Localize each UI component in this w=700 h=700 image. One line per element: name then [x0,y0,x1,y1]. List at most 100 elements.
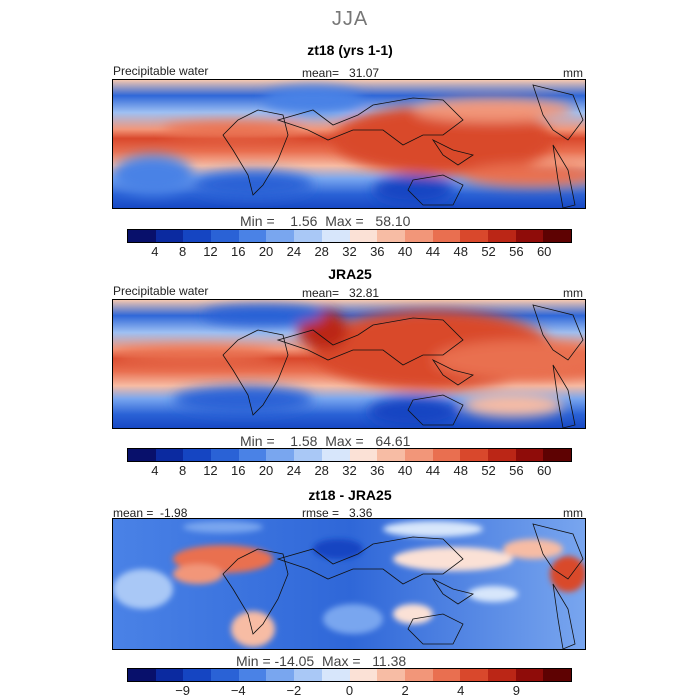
panel-1-variable-label: Precipitable water [113,64,209,78]
colorbar-tick-label: −9 [175,683,191,698]
panel-1-map [112,79,586,209]
panel-1-title: zt18 (yrs 1-1) [307,42,393,58]
panel-1-min-value: 1.56 [290,213,318,229]
colorbar-tick-label: 56 [509,463,524,478]
colorbar-tick-label: 20 [258,463,274,478]
panel-3-max-label: Max = [322,653,361,669]
colorbar-tick-label: 48 [453,463,468,478]
panel-2-colorbar-ticks: 4 8 12 16 20 24 28 32 36 40 44 48 52 56 60 [127,463,572,479]
colorbar-swatch [294,230,322,242]
colorbar-swatch [266,230,295,242]
colorbar-tick-label: 28 [314,244,329,259]
panel-1-mean-label-text: mean= [302,66,340,80]
panel-2-min-max: Min = 1.58 Max = 64.61 [240,433,410,449]
panel-2-max-value: 64.61 [375,433,411,449]
panel-2-map-field [113,300,585,428]
panel-1-mean-value: 31.07 [349,66,380,80]
panel-1-max-value: 58.10 [375,213,411,229]
panel-2-min-label: Min = [240,433,275,449]
panel-3-mean-label: mean = -1.98 [113,506,187,520]
panel-3-map [112,518,586,650]
colorbar-swatch [211,669,239,681]
colorbar-swatch [460,669,488,681]
panel-3-map-field [113,519,585,649]
colorbar-swatch [211,449,239,461]
colorbar-swatch [128,230,156,242]
colorbar-tick-label: 8 [179,244,187,259]
colorbar-swatch [460,230,488,242]
colorbar-swatch [377,669,405,681]
colorbar-swatch [321,669,350,681]
colorbar-swatch [183,449,212,461]
colorbar-swatch [211,230,239,242]
colorbar-swatch [155,230,184,242]
colorbar-swatch [183,669,212,681]
panel-3-mean-label-text: mean = [113,506,154,520]
panel-3-min-label: Min = [236,653,271,669]
colorbar-tick-label: 24 [286,244,302,259]
colorbar-swatch [543,449,571,461]
colorbar-swatch [349,230,378,242]
colorbar-tick-label: 8 [179,463,187,478]
colorbar-swatch [377,230,405,242]
colorbar-swatch [128,449,156,461]
panel-2-units: mm [563,286,583,300]
colorbar-swatch [321,230,350,242]
colorbar-tick-label: 12 [203,463,218,478]
colorbar-swatch [404,449,433,461]
colorbar-tick-label: 16 [231,463,246,478]
colorbar-tick-label: 36 [370,244,385,259]
panel-2-max-label: Max = [325,433,364,449]
panel-2-title: JRA25 [328,266,372,282]
colorbar-swatch [432,230,461,242]
panel-1-map-field [113,80,585,208]
colorbar-tick-label: 12 [203,244,218,259]
colorbar-swatch [155,669,184,681]
colorbar-tick-label: 32 [342,244,357,259]
colorbar-swatch [460,449,488,461]
colorbar-tick-label: 24 [286,463,302,478]
colorbar-tick-label: 60 [536,463,552,478]
panel-1-mean-label: mean= 31.07 [302,66,379,80]
panel-3-min-max: Min = -14.05 Max = 11.38 [236,653,406,669]
colorbar-swatch [515,230,544,242]
panel-1-min-label: Min = [240,213,275,229]
colorbar-swatch [294,449,322,461]
panel-3-colorbar [127,668,572,682]
colorbar-tick-label: 60 [536,244,552,259]
panel-2-colorbar [127,448,572,462]
panel-1-units: mm [563,66,583,80]
panel-2-variable-label: Precipitable water [113,284,209,298]
colorbar-tick-label: 44 [425,244,441,259]
colorbar-tick-label: 4 [151,463,159,478]
colorbar-tick-label: 9 [512,683,520,698]
colorbar-swatch [432,669,461,681]
colorbar-tick-label: 56 [509,244,524,259]
colorbar-swatch [238,449,267,461]
colorbar-swatch [349,669,378,681]
panel-3-rmse-label: rmse = 3.36 [302,506,372,520]
colorbar-tick-label: 2 [401,683,409,698]
colorbar-swatch [266,449,295,461]
colorbar-tick-label: 4 [151,244,159,259]
colorbar-swatch [349,449,378,461]
panel-2-min-value: 1.58 [290,433,318,449]
colorbar-tick-label: 52 [481,463,496,478]
panel-3-mean-value: -1.98 [160,506,188,520]
panel-1-min-max: Min = 1.56 Max = 58.10 [240,213,410,229]
panel-1-max-label: Max = [325,213,364,229]
colorbar-tick-label: −2 [286,683,302,698]
panel-2-mean-label: mean= 32.81 [302,286,379,300]
colorbar-swatch [515,449,544,461]
colorbar-tick-label: 4 [457,683,465,698]
colorbar-swatch [515,669,544,681]
colorbar-tick-label: 16 [231,244,246,259]
colorbar-swatch [238,669,267,681]
colorbar-swatch [377,449,405,461]
colorbar-swatch [183,230,212,242]
colorbar-swatch [543,230,571,242]
colorbar-tick-label: 32 [342,463,357,478]
colorbar-swatch [266,669,295,681]
panel-3-max-value: 11.38 [372,653,407,669]
colorbar-swatch [404,669,433,681]
